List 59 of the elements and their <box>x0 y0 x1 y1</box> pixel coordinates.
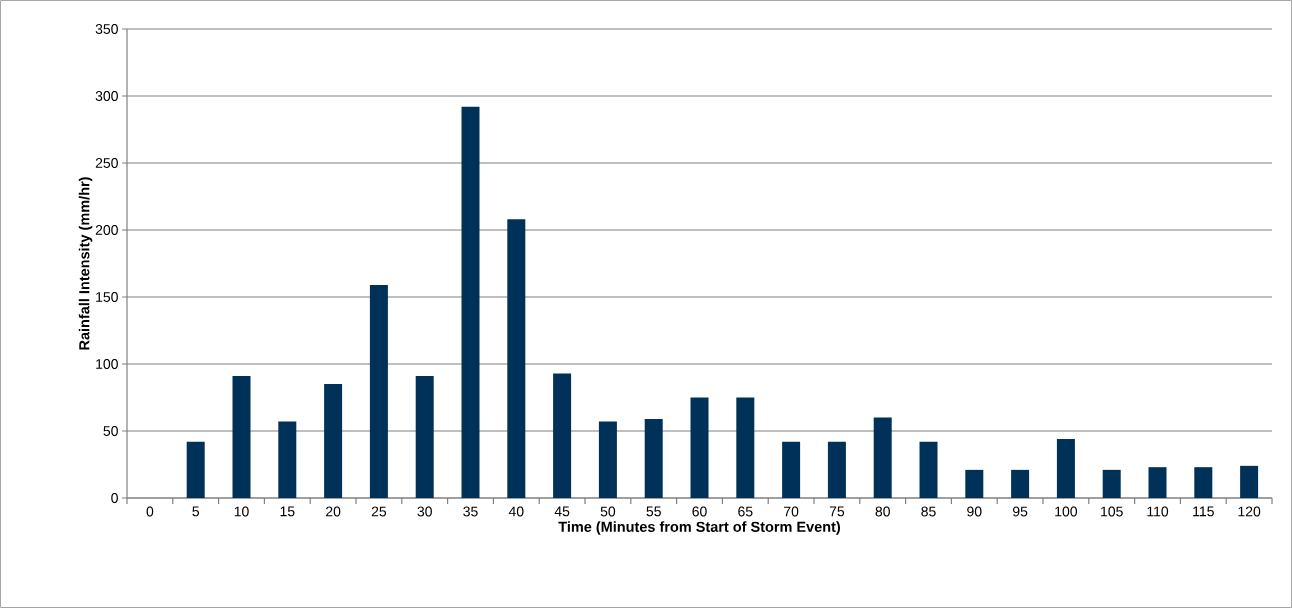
x-tick-label: 20 <box>326 506 341 517</box>
y-tick-label: 100 <box>96 359 118 369</box>
bar <box>782 441 801 498</box>
bar <box>873 417 892 498</box>
x-tick-label: 100 <box>1055 506 1078 517</box>
x-tick-label: 60 <box>692 506 707 517</box>
bar <box>965 469 984 498</box>
x-tick-label: 15 <box>280 506 295 517</box>
y-tick-label: 250 <box>95 158 118 168</box>
y-axis-title: Rainfall Intensity (mm/hr) <box>78 177 93 350</box>
x-tick-label: 115 <box>1193 506 1214 517</box>
bar <box>1102 469 1121 498</box>
x-tick-label: 70 <box>784 506 799 517</box>
x-tick-label: 90 <box>967 506 982 517</box>
x-tick-label: 45 <box>554 506 570 517</box>
bar <box>1056 439 1075 498</box>
bar <box>369 284 388 498</box>
bar <box>1240 465 1259 498</box>
bar <box>415 376 434 498</box>
bar <box>736 397 755 498</box>
x-tick-label: 5 <box>192 506 200 517</box>
x-tick-label: 80 <box>875 506 890 517</box>
x-tick-label: 85 <box>921 506 936 517</box>
bar <box>278 421 297 498</box>
y-tick-label: 150 <box>96 292 118 302</box>
bar <box>324 384 343 498</box>
bar <box>186 441 205 498</box>
x-tick-label: 110 <box>1147 506 1169 517</box>
bar <box>919 441 938 498</box>
bar <box>1194 467 1213 498</box>
bar <box>598 421 617 498</box>
bar <box>232 376 251 498</box>
bar <box>1011 469 1030 498</box>
y-tick-label: 300 <box>95 91 118 101</box>
x-tick-label: 30 <box>417 506 432 517</box>
x-tick-label: 95 <box>1012 506 1028 517</box>
x-tick-label: 65 <box>738 506 753 517</box>
x-tick-label: 50 <box>600 506 616 517</box>
x-tick-label: 75 <box>829 506 845 517</box>
y-tick-label: 200 <box>95 225 118 235</box>
y-tick-label: 350 <box>95 24 118 34</box>
x-tick-label: 120 <box>1238 506 1261 517</box>
x-axis-title: Time (Minutes from Start of Storm Event) <box>558 521 841 535</box>
x-tick-label: 35 <box>463 506 478 517</box>
x-tick-label: 105 <box>1101 506 1123 517</box>
bar <box>1148 467 1167 498</box>
bar <box>644 418 663 498</box>
bar <box>507 219 526 498</box>
bar <box>827 441 846 498</box>
bar <box>461 106 480 498</box>
x-tick-label: 40 <box>508 506 524 517</box>
x-tick-label: 0 <box>146 506 154 517</box>
y-tick-label: 50 <box>103 426 118 436</box>
bar <box>690 397 709 498</box>
bar <box>553 373 572 498</box>
x-tick-label: 25 <box>371 506 387 517</box>
x-tick-label: 10 <box>234 506 249 517</box>
y-tick-label: 0 <box>111 493 118 503</box>
x-tick-label: 55 <box>646 506 661 517</box>
